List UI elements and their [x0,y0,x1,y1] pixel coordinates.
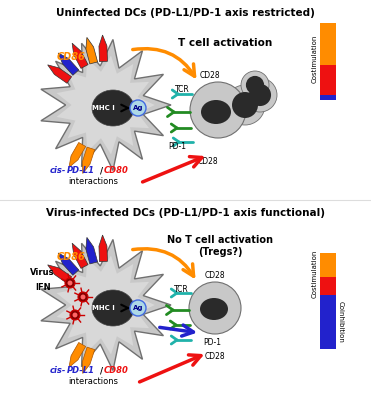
Bar [320,278,336,295]
Bar [320,254,336,278]
Polygon shape [47,65,72,83]
Text: MHC I: MHC I [92,305,114,311]
Circle shape [225,85,265,125]
Text: PD-1: PD-1 [203,338,221,347]
Polygon shape [41,40,171,170]
Circle shape [249,84,271,106]
Text: CD28: CD28 [198,157,219,166]
Text: Ag: Ag [133,105,143,111]
Circle shape [243,78,277,112]
Bar [320,65,336,95]
Text: cis-: cis- [50,166,66,175]
Text: CD86: CD86 [57,252,86,262]
Text: Virus: Virus [30,268,55,277]
Text: CD86: CD86 [57,52,86,62]
Text: PD-1: PD-1 [168,142,186,151]
Polygon shape [82,347,95,374]
Text: CD28: CD28 [205,271,226,280]
Polygon shape [58,253,79,275]
Text: PD-L1: PD-L1 [67,366,95,375]
Ellipse shape [201,100,231,124]
Polygon shape [72,43,88,68]
Circle shape [190,82,246,138]
Polygon shape [69,142,86,167]
Circle shape [78,292,88,302]
Text: Coinhibition: Coinhibition [338,301,344,343]
Ellipse shape [92,90,134,126]
Text: interactions: interactions [68,177,118,186]
Text: MHC I: MHC I [92,105,114,111]
Polygon shape [69,342,86,367]
Polygon shape [86,237,98,264]
Text: Costimulation: Costimulation [312,35,318,83]
Text: CD80: CD80 [104,166,129,175]
Bar [320,295,336,350]
Polygon shape [47,265,72,283]
Circle shape [241,71,269,99]
Circle shape [246,76,264,94]
Text: CD28: CD28 [205,352,226,361]
Polygon shape [57,56,155,154]
Text: cis-: cis- [50,366,66,375]
Polygon shape [57,256,155,354]
Text: /: / [100,166,103,175]
Circle shape [65,278,75,288]
Text: Ag: Ag [133,305,143,311]
Polygon shape [58,53,79,75]
Circle shape [232,92,258,118]
Polygon shape [86,37,98,64]
Text: interactions: interactions [68,377,118,386]
Text: Costimulation: Costimulation [312,250,318,298]
Circle shape [81,295,85,299]
Bar [320,23,336,65]
Polygon shape [99,35,108,62]
Circle shape [189,282,241,334]
Circle shape [68,281,72,285]
Circle shape [70,310,80,320]
Text: Uninfected DCs (PD-L1/PD-1 axis restricted): Uninfected DCs (PD-L1/PD-1 axis restrict… [56,8,315,18]
Text: CD80: CD80 [104,366,129,375]
Polygon shape [72,243,88,268]
Circle shape [130,100,146,116]
Text: /: / [100,366,103,375]
Text: Virus-infected DCs (PD-L1/PD-1 axis functional): Virus-infected DCs (PD-L1/PD-1 axis func… [46,208,325,218]
Ellipse shape [200,298,228,320]
Circle shape [73,313,77,317]
Polygon shape [99,235,108,262]
Text: T cell activation: T cell activation [178,38,272,48]
Text: TCR: TCR [174,285,188,294]
Text: TCR: TCR [175,85,189,94]
Text: IFN: IFN [35,283,50,292]
Text: PD-L1: PD-L1 [67,166,95,175]
Text: CD28: CD28 [200,71,221,80]
Ellipse shape [92,290,134,326]
Circle shape [130,300,146,316]
Polygon shape [82,147,95,174]
Polygon shape [41,240,171,370]
Text: No T cell activation
(Tregs?): No T cell activation (Tregs?) [167,235,273,257]
Bar [320,95,336,100]
